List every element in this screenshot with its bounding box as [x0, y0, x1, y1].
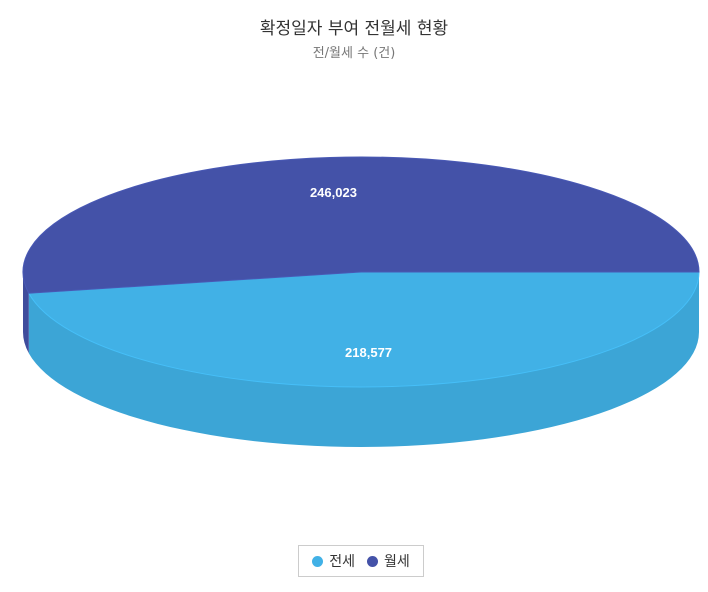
legend-marker-wolse — [367, 555, 378, 567]
pie-side-jeonse — [28, 272, 700, 447]
pie-slice-wolse[interactable] — [22, 156, 700, 294]
legend-label-wolse: 월세 — [384, 554, 410, 570]
data-label-wolse: 246,023 — [310, 185, 357, 200]
chart-subtitle: 전/월세 수 (건) — [312, 46, 396, 61]
legend-item-jeonse[interactable]: 전세 — [312, 551, 355, 571]
chart-title: 확정일자 부여 전월세 현황 — [259, 19, 449, 39]
legend-label-jeonse: 전세 — [329, 554, 355, 570]
pie-slice-jeonse[interactable] — [27, 271, 700, 388]
legend: 전세 월세 — [298, 545, 424, 577]
legend-item-wolse[interactable]: 월세 — [367, 551, 410, 571]
data-label-jeonse: 218,577 — [345, 345, 392, 360]
pie-side-wolse — [23, 272, 29, 354]
legend-marker-jeonse — [312, 555, 324, 567]
